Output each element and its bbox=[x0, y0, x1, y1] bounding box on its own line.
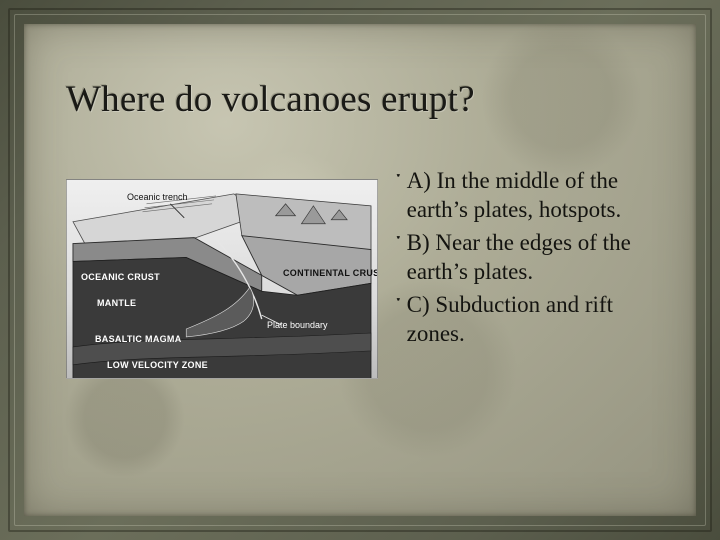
answer-options: ་ A) In the middle of the earth’s plates… bbox=[396, 161, 654, 353]
label-basaltic-magma: BASALTIC MAGMA bbox=[95, 334, 182, 344]
option-text: B) Near the edges of the earth’s plates. bbox=[407, 229, 654, 287]
bullet-icon: ་ bbox=[396, 292, 401, 321]
slide-frame: Where do volcanoes erupt? bbox=[0, 0, 720, 540]
option-text: A) In the middle of the earth’s plates, … bbox=[407, 167, 654, 225]
label-continental-crust: CONTINENTAL CRUST bbox=[283, 268, 378, 278]
option-a: ་ A) In the middle of the earth’s plates… bbox=[396, 167, 654, 225]
label-oceanic-trench: Oceanic trench bbox=[127, 192, 188, 202]
label-oceanic-crust: OCEANIC CRUST bbox=[81, 272, 160, 282]
label-mantle: MANTLE bbox=[97, 298, 136, 308]
bullet-icon: ་ bbox=[396, 168, 401, 197]
tectonic-diagram: Oceanic trench OCEANIC CRUST CONTINENTAL… bbox=[66, 179, 378, 379]
option-text: C) Subduction and rift zones. bbox=[407, 291, 654, 349]
content-row: Oceanic trench OCEANIC CRUST CONTINENTAL… bbox=[66, 161, 654, 379]
label-low-velocity-zone: LOW VELOCITY ZONE bbox=[107, 360, 208, 370]
bullet-icon: ་ bbox=[396, 230, 401, 259]
option-c: ་ C) Subduction and rift zones. bbox=[396, 291, 654, 349]
label-plate-boundary: Plate boundary bbox=[267, 320, 328, 330]
slide-content: Where do volcanoes erupt? bbox=[24, 24, 696, 516]
slide-inner: Where do volcanoes erupt? bbox=[24, 24, 696, 516]
slide-title: Where do volcanoes erupt? bbox=[66, 78, 654, 121]
option-b: ་ B) Near the edges of the earth’s plate… bbox=[396, 229, 654, 287]
